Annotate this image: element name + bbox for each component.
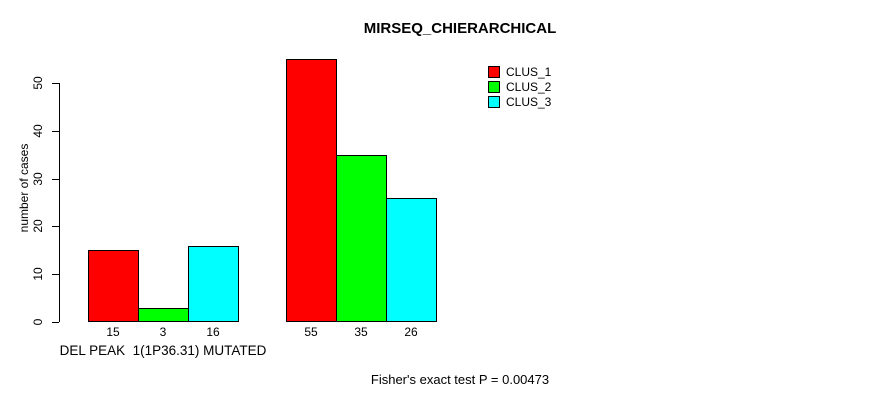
legend-swatch-clus_1	[488, 65, 500, 78]
legend-row: CLUS_2	[488, 79, 551, 94]
y-tick-mark	[52, 179, 59, 180]
bar-clus_1-group2	[286, 59, 337, 322]
bar-value-label: 15	[106, 325, 120, 339]
bar-clus_1-group1	[88, 250, 139, 322]
bar-value-label: 16	[206, 325, 220, 339]
y-tick-mark	[52, 322, 59, 323]
bar-clus_2-group2	[336, 155, 387, 322]
bar-value-label: 55	[304, 325, 318, 339]
legend-label: CLUS_1	[506, 64, 552, 79]
y-tick-mark	[52, 274, 59, 275]
y-tick-mark	[52, 83, 59, 84]
chart-title: MIRSEQ_CHIERARCHICAL	[363, 20, 557, 37]
legend-row: CLUS_3	[488, 94, 551, 109]
bar-value-label: 3	[159, 325, 167, 339]
legend-label: CLUS_3	[506, 94, 552, 109]
y-tick-mark	[52, 131, 59, 132]
legend-swatch-clus_2	[488, 80, 500, 93]
y-tick-mark	[52, 226, 59, 227]
legend-row: CLUS_1	[488, 64, 551, 79]
x-group-label: DEL PEAK 1(1P36.31) MUTATED	[59, 343, 267, 358]
fisher-test-annotation: Fisher's exact test P = 0.00473	[370, 372, 550, 387]
legend-swatch-clus_3	[488, 95, 500, 108]
bar-clus_3-group1	[188, 246, 239, 322]
bar-value-label: 26	[404, 325, 418, 339]
bar-clus_2-group1	[138, 308, 189, 322]
legend: CLUS_1 CLUS_2 CLUS_3	[488, 64, 551, 109]
legend-label: CLUS_2	[506, 79, 552, 94]
y-axis	[59, 83, 60, 322]
bar-clus_3-group2	[386, 198, 437, 322]
bar-value-label: 35	[354, 325, 368, 339]
